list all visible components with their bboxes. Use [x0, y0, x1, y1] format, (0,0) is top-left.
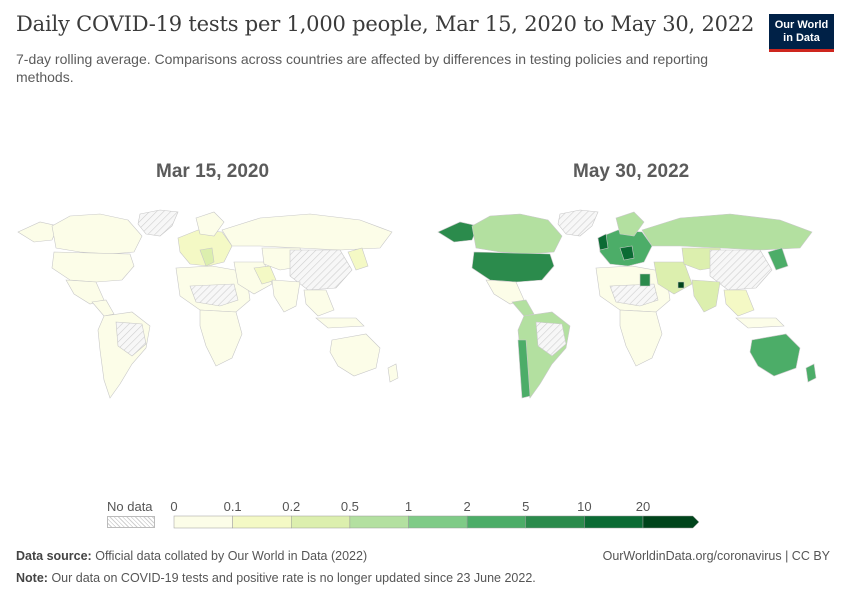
region-australia-right [749, 333, 801, 377]
region-alaska-left [17, 221, 59, 243]
region-australia-left [329, 333, 381, 377]
legend-tick-5: 2 [463, 499, 471, 514]
region-russia-right [641, 213, 813, 251]
region-india-left [271, 279, 301, 313]
footer-source: Data source: Official data collated by O… [16, 549, 367, 563]
logo-line-2: in Data [783, 32, 820, 44]
region-austria-right [619, 245, 635, 261]
legend-bin-8[interactable] [642, 515, 700, 529]
region-indonesia-right [735, 317, 785, 329]
region-china-left [289, 249, 353, 291]
region-canada-left [51, 213, 143, 255]
region-usa-right [471, 251, 555, 283]
region-india-right [691, 279, 721, 313]
region-se-asia-left [303, 289, 335, 317]
region-scandinavia-left [195, 211, 225, 237]
legend-bin-4[interactable] [408, 515, 468, 529]
region-brazil-right [535, 321, 567, 357]
footer-note: Note: Our data on COVID-19 tests and pos… [16, 571, 536, 585]
footer-note-text: Our data on COVID-19 tests and positive … [51, 571, 536, 585]
footer-source-text: Official data collated by Our World in D… [95, 549, 368, 563]
legend-bin-6[interactable] [525, 515, 585, 529]
legend-bin-7[interactable] [584, 515, 644, 529]
legend-tick-8: 20 [635, 499, 651, 514]
region-china-right [709, 249, 773, 291]
legend-bin-3[interactable] [349, 515, 409, 529]
chart-subtitle: 7-day rolling average. Comparisons acros… [16, 51, 709, 85]
region-nz-right [805, 363, 817, 383]
region-uae-right [677, 281, 685, 289]
region-greenland-left [137, 209, 179, 237]
legend-bin-2[interactable] [291, 515, 351, 529]
legend-no-data-swatch [107, 516, 155, 528]
footer-source-label: Data source: [16, 549, 92, 563]
legend-tick-0: 0 [170, 499, 178, 514]
legend-tick-6: 5 [522, 499, 530, 514]
region-central-america-left [91, 299, 115, 317]
footer-url[interactable]: OurWorldinData.org/coronavirus | CC BY [602, 549, 830, 563]
region-korea-japan-right [767, 247, 789, 271]
region-brazil-left [115, 321, 147, 357]
map-title-left: Mar 15, 2020 [156, 161, 270, 182]
region-uk-right [597, 233, 609, 251]
legend-tick-3: 0.5 [340, 499, 359, 514]
map-left[interactable] [17, 209, 399, 399]
legend-bin-1[interactable] [232, 515, 292, 529]
region-alaska-right [437, 221, 479, 243]
logo-line-1: Our World [774, 19, 829, 31]
region-usa-left [51, 251, 135, 283]
chart-title: Daily COVID-19 tests per 1,000 people, M… [16, 12, 755, 36]
region-chile-right [517, 339, 531, 399]
region-russia-left [221, 213, 393, 251]
map-right[interactable] [437, 209, 817, 399]
owid-logo[interactable]: Our World in Data [769, 14, 834, 52]
legend-tick-4: 1 [404, 499, 413, 514]
legend-bin-5[interactable] [466, 515, 526, 529]
region-greenland-right [557, 209, 599, 237]
region-egypt-right [639, 273, 651, 287]
legend-tick-7: 10 [577, 499, 592, 514]
region-central-america-right [511, 299, 535, 317]
legend-no-data-label: No data [107, 499, 153, 514]
legend-color-bar [173, 515, 700, 529]
region-south-africa-right [619, 309, 663, 367]
map-title-right: May 30, 2022 [573, 161, 690, 182]
region-korea-japan-left [347, 247, 369, 271]
region-south-africa-left [199, 309, 243, 367]
region-africa-nodata-left [189, 283, 239, 307]
legend-bin-0[interactable] [173, 515, 233, 529]
region-nz-left [387, 363, 399, 383]
legend-tick-1: 0.1 [223, 499, 242, 514]
region-mexico-left [65, 279, 105, 305]
region-se-asia-right [723, 289, 755, 317]
legend-tick-2: 0.2 [282, 499, 301, 514]
footer-note-label: Note: [16, 571, 48, 585]
region-mexico-right [485, 279, 525, 305]
region-indonesia-left [315, 317, 365, 329]
region-italy-left [199, 247, 215, 267]
region-canada-right [471, 213, 563, 255]
region-scandinavia-right [615, 211, 645, 237]
